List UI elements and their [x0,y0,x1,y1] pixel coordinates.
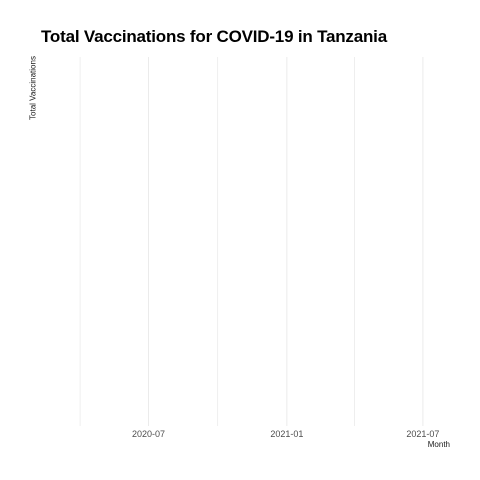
x-tick-label-0: 2020-07 [132,429,165,439]
x-axis-label: Month [427,440,450,449]
x-tick-label-1: 2021-01 [270,429,303,439]
x-tick-label-2: 2021-07 [406,429,439,439]
chart-title: Total Vaccinations for COVID-19 in Tanza… [41,27,387,46]
